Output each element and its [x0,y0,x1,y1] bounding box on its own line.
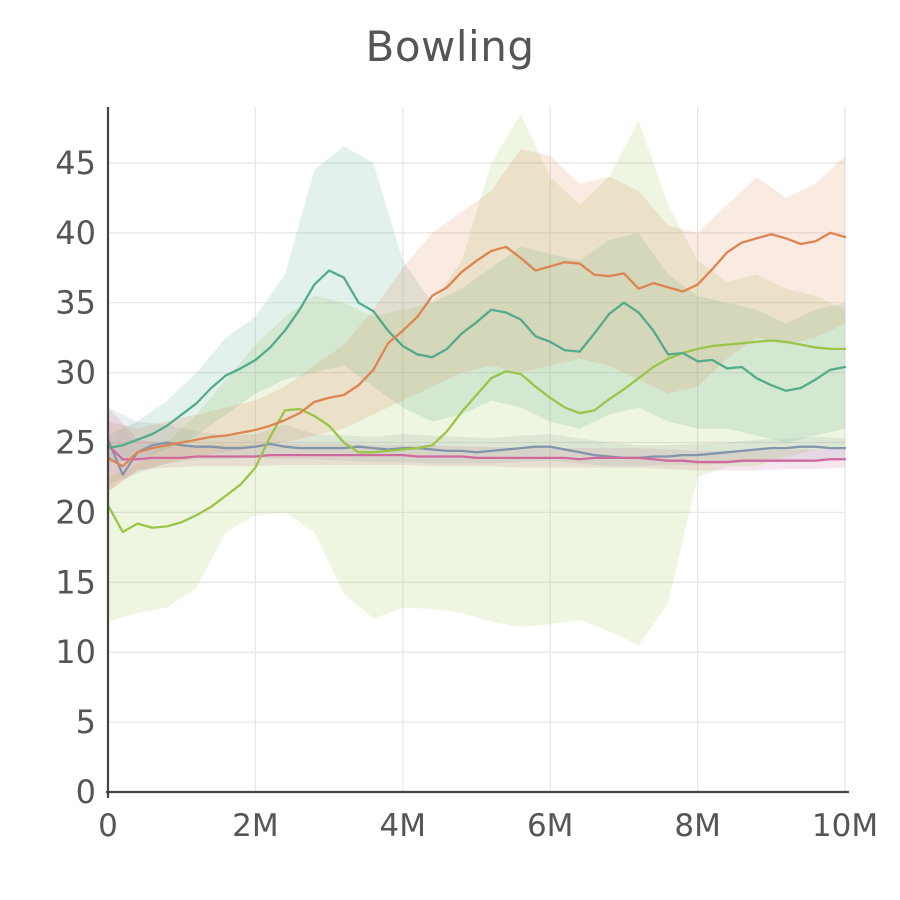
chart-title: Bowling [365,22,535,71]
x-tick-label: 10M [812,808,878,844]
x-tick-label: 0 [98,808,118,844]
series-band-orange [108,148,845,492]
series-band-pink [108,407,845,492]
y-tick-label: 5 [76,703,96,741]
series-line-slate-blue [106,438,847,476]
y-tick-label: 45 [55,144,96,182]
series-band-teal-green [108,146,845,464]
y-tick-label: 35 [55,284,96,322]
x-tick-label: 8M [674,808,720,844]
y-tick-label: 0 [76,773,96,811]
y-tick-label: 20 [55,493,96,531]
y-tick-label: 40 [55,214,96,252]
y-tick-label: 10 [55,633,96,671]
series-band-slate-blue [108,407,845,485]
y-tick-label: 15 [55,563,96,601]
x-tick-label: 6M [527,808,573,844]
series-line-light-green [106,339,847,534]
series-band-light-green [108,113,845,646]
x-tick-label: 2M [232,808,278,844]
series-line-teal-green [106,269,847,450]
series-line-orange [106,231,847,468]
y-tick-label: 25 [55,424,96,462]
series-line-pink [106,444,847,464]
x-tick-label: 4M [380,808,426,844]
y-tick-label: 30 [55,354,96,392]
